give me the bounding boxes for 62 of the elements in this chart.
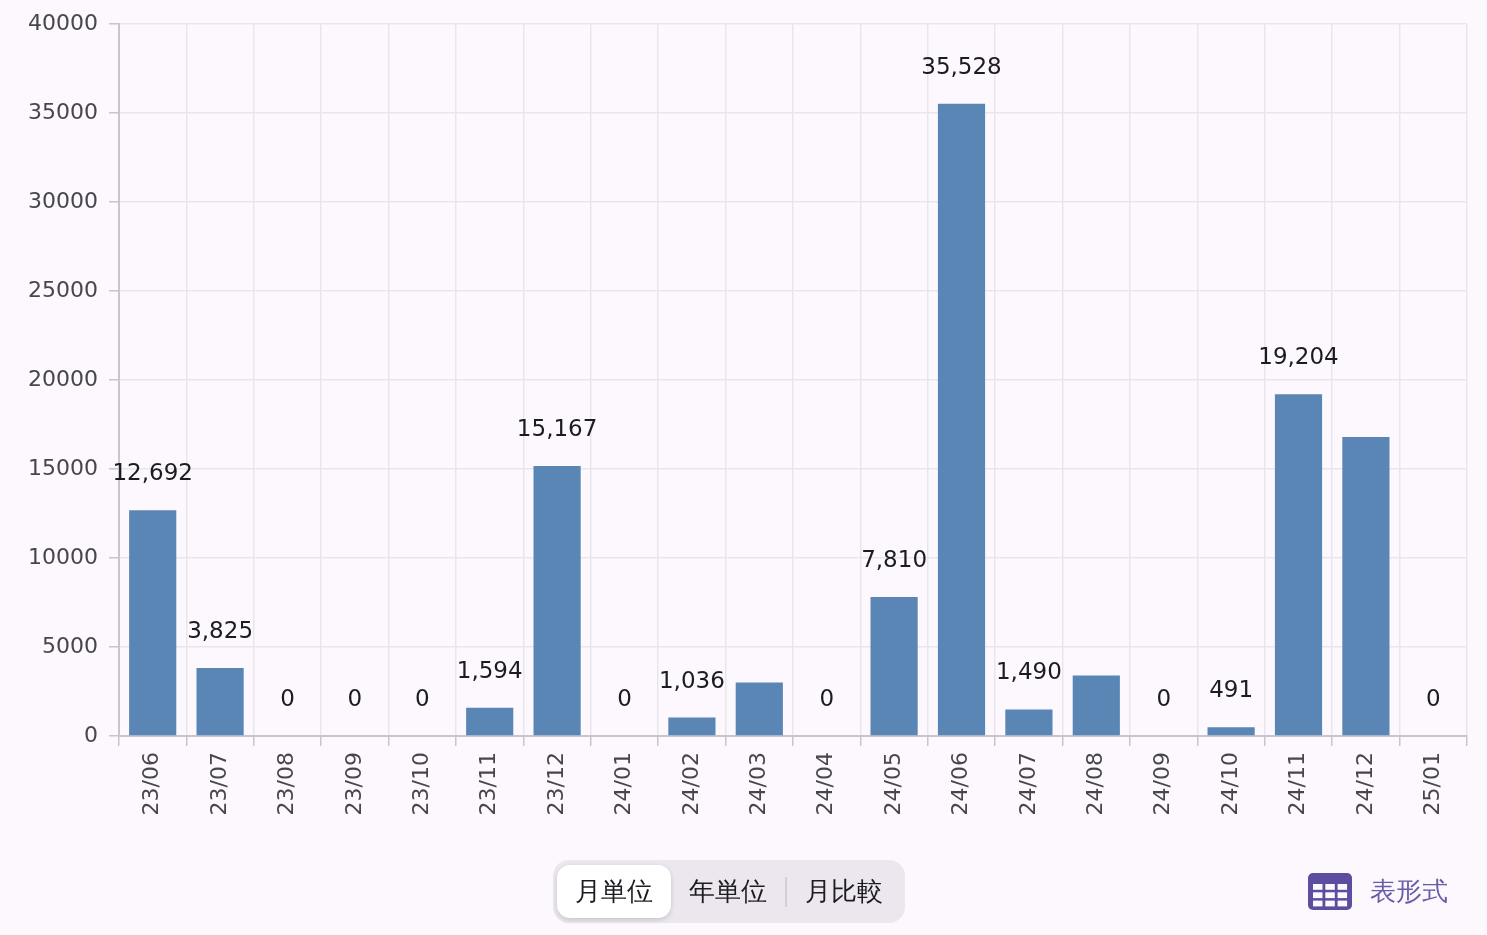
data-label: 0 [280,684,295,711]
bar [1072,675,1120,736]
data-label: 0 [617,684,632,711]
x-tick-label: 23/09 [340,752,366,816]
data-label: 0 [1425,684,1441,711]
x-tick-label: 23/06 [138,752,164,816]
x-tick-label: 24/01 [610,752,636,816]
bar [466,707,514,736]
data-label: 1,490 [995,658,1062,685]
data-label: 3,825 [187,616,254,643]
x-tick-label: 24/09 [1149,752,1175,816]
x-tick-label: 25/01 [1419,752,1445,816]
y-tick-label: 25000 [28,276,98,302]
bar [1005,709,1053,736]
x-tick-label: 24/06 [947,752,973,816]
bar [735,682,783,736]
x-tick-label: 24/07 [1014,752,1040,816]
x-tick-label: 24/12 [1351,752,1377,816]
bar [870,597,918,736]
data-label: 1,036 [658,666,725,693]
x-tick-label: 24/08 [1082,752,1108,816]
data-label: 7,810 [861,545,928,572]
data-label: 15,167 [516,415,598,442]
data-label: 0 [414,684,430,711]
x-tick-label: 23/11 [475,752,501,816]
data-label: 12,692 [112,459,193,486]
x-tick-label: 24/04 [812,752,838,816]
x-tick-label: 23/10 [408,752,434,816]
x-tick-label: 24/11 [1284,752,1310,816]
y-tick-label: 35000 [28,98,98,124]
bar [668,717,716,736]
data-label: 0 [347,684,363,711]
segmented-control: 月単位 年単位 月比較 [553,860,905,923]
bar [533,466,581,736]
y-tick-label: 15000 [28,454,98,480]
data-label: 35,528 [921,52,1002,79]
x-tick-label: 24/05 [879,752,905,816]
data-label: 491 [1209,676,1254,703]
bar [129,510,177,736]
x-tick-label: 23/07 [205,752,231,816]
x-tick-label: 23/12 [542,752,568,816]
data-label: 0 [819,684,835,711]
y-tick-label: 5000 [42,632,98,658]
data-label: 1,594 [456,656,523,683]
selected-tab: 月単位 [557,865,671,918]
bar [1207,727,1255,736]
bar [196,667,244,736]
data-label: 0 [1156,684,1172,711]
y-tick-label: 10000 [28,543,98,569]
y-tick-label: 30000 [28,187,98,213]
y-tick-label: 40000 [28,9,98,35]
bar [937,103,986,736]
bar [1342,437,1390,736]
text: 表形式 [1370,874,1448,908]
x-tick-label: 23/08 [273,752,299,816]
x-tick-label: 24/02 [677,752,703,816]
x-tick-label: 24/10 [1216,752,1242,816]
y-tick-label: 20000 [28,365,98,391]
bar [1274,394,1323,736]
data-label: 19,204 [1258,343,1339,370]
y-tick-label: 0 [84,721,98,747]
x-tick-label: 24/03 [745,752,771,816]
